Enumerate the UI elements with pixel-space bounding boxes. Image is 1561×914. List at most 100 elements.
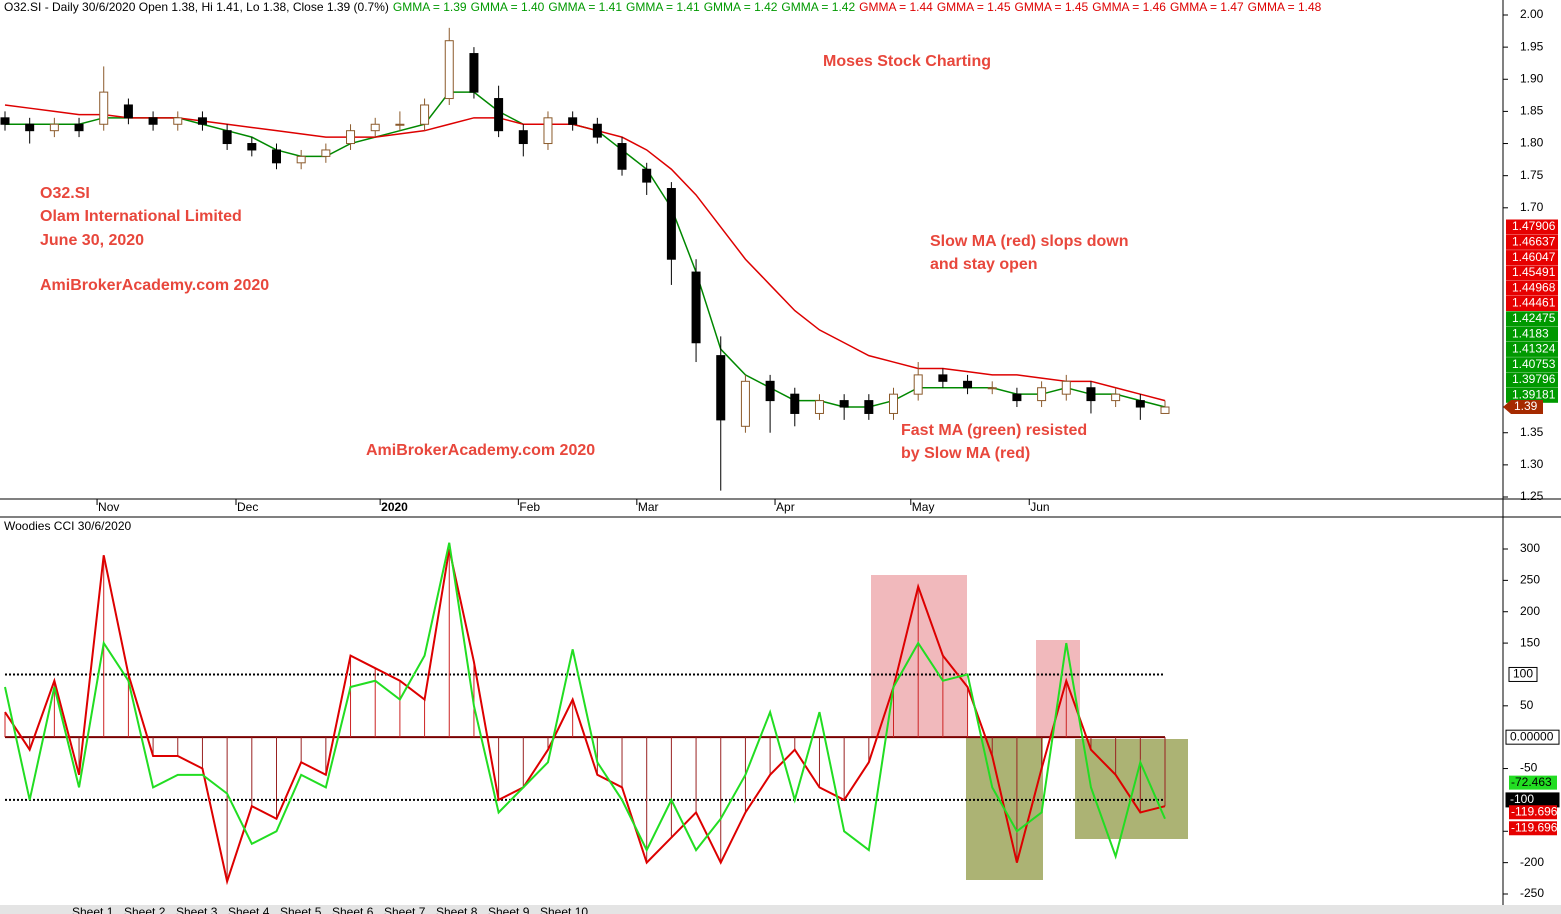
x-tick-label: Dec <box>237 500 258 514</box>
candle-body <box>642 168 652 183</box>
y-tick-label: 1.75 <box>1520 168 1544 182</box>
y-tick-label: 1.25 <box>1520 489 1544 503</box>
y-tick-label: 1.95 <box>1520 39 1544 53</box>
candle-body <box>913 374 923 395</box>
annotation: Fast MA (green) resisted <box>901 422 1087 439</box>
y-tick-label: -200 <box>1520 855 1544 869</box>
candle-body <box>568 117 578 125</box>
candle-body <box>123 104 133 119</box>
candle-body <box>1135 400 1145 408</box>
header-title: O32.SI - Daily 30/6/2020 Open 1.38, Hi 1… <box>4 0 389 14</box>
gmma-label: GMMA = 1.47 <box>1170 0 1244 14</box>
last-price: 1.39 <box>1514 399 1538 413</box>
annotation: O32.SI <box>40 185 90 202</box>
price-label: 1.47906 <box>1512 219 1556 233</box>
sheet-tab[interactable]: Sheet 7 <box>384 905 426 914</box>
annotation: by Slow MA (red) <box>901 445 1030 462</box>
sheet-tab[interactable]: Sheet 3 <box>176 905 218 914</box>
candle-body <box>222 130 232 145</box>
candle-body <box>790 393 800 414</box>
value-label: -72.463 <box>1511 775 1552 789</box>
header: O32.SI - Daily 30/6/2020 Open 1.38, Hi 1… <box>4 0 1322 14</box>
y-tick-label: 2.00 <box>1520 7 1544 21</box>
candle-body <box>346 130 356 145</box>
candle-body <box>617 143 627 170</box>
x-tick-label: Mar <box>638 500 659 514</box>
candle-body <box>197 117 207 125</box>
gmma-label: GMMA = 1.41 <box>548 0 622 14</box>
candle-body <box>1061 380 1071 395</box>
price-label: 1.40753 <box>1512 357 1556 371</box>
sheet-tab[interactable]: Sheet 5 <box>280 905 322 914</box>
cci-title: Woodies CCI 30/6/2020 <box>4 519 132 533</box>
x-tick-label: Apr <box>776 500 795 514</box>
y-tick-label: 1.70 <box>1520 200 1544 214</box>
price-label-box <box>1506 387 1558 403</box>
candle-body <box>864 400 874 414</box>
sheet-tab[interactable]: Sheet 1 <box>72 905 114 914</box>
candle-body <box>666 188 676 260</box>
annotation: AmiBrokerAcademy.com 2020 <box>366 442 595 459</box>
sheet-tab[interactable]: Sheet 4 <box>228 905 270 914</box>
price-label-box <box>1506 311 1558 327</box>
level-label-box <box>1508 666 1538 682</box>
price-label: 1.46637 <box>1512 234 1556 248</box>
candle-body <box>469 53 479 93</box>
y-tick-label: 200 <box>1520 604 1540 618</box>
gmma-label: GMMA = 1.39 <box>393 0 467 14</box>
price-label-box <box>1506 357 1558 373</box>
value-label: -119.696 <box>1511 820 1558 834</box>
y-tick-label: -250 <box>1520 886 1544 900</box>
ma-line <box>4 548 1166 886</box>
value-label-box <box>1509 775 1557 790</box>
candle-body <box>1086 387 1096 402</box>
candle-body <box>814 400 824 414</box>
candle-body <box>1111 393 1121 402</box>
candle-body <box>49 123 59 132</box>
sheet-tab[interactable]: Sheet 9 <box>488 905 530 914</box>
gmma-label: GMMA = 1.42 <box>704 0 778 14</box>
annotation: and stay open <box>930 256 1038 273</box>
price-label: 1.39796 <box>1512 372 1556 386</box>
price-label: 1.4183 <box>1512 326 1549 340</box>
x-tick-label: Jun <box>1030 500 1049 514</box>
level-label: -100 <box>1510 792 1534 806</box>
candle-body <box>25 123 35 132</box>
sheet-tab[interactable]: Sheet 10 <box>540 905 588 914</box>
gmma-label: GMMA = 1.45 <box>937 0 1011 14</box>
sheet-tab[interactable]: Sheet 2 <box>124 905 166 914</box>
price-label-box <box>1506 296 1558 311</box>
candle-body <box>765 380 775 402</box>
candle-body <box>444 40 454 100</box>
gmma-label: GMMA = 1.46 <box>1092 0 1166 14</box>
candle-body <box>963 380 973 389</box>
price-label-box <box>1506 219 1558 235</box>
candle-body <box>889 393 899 414</box>
price-label-box <box>1506 372 1558 388</box>
candle-body <box>1037 387 1047 402</box>
level-label: 100 <box>1513 667 1533 681</box>
highlight-box <box>1075 739 1188 839</box>
gmma-label: GMMA = 1.40 <box>471 0 545 14</box>
value-label: -119.696 <box>1511 804 1558 818</box>
value-label-box <box>1509 821 1557 836</box>
price-label: 1.41324 <box>1512 342 1556 356</box>
candle-body <box>271 149 281 164</box>
y-tick-label: 1.30 <box>1520 457 1544 471</box>
sheet-tab[interactable]: Sheet 8 <box>436 905 478 914</box>
annotation: June 30, 2020 <box>40 232 144 249</box>
candle-body <box>543 117 553 145</box>
candle-body <box>716 355 726 421</box>
candle-body <box>938 374 948 382</box>
price-label-box <box>1506 326 1558 342</box>
candle-body <box>1160 406 1170 414</box>
candle-body <box>420 104 430 125</box>
y-tick-label: 50 <box>1520 698 1534 712</box>
sheet-tab[interactable]: Sheet 6 <box>332 905 374 914</box>
candle-body <box>691 271 701 344</box>
price-label: 1.42475 <box>1512 311 1556 325</box>
candle-body <box>494 98 504 132</box>
annotation: Moses Stock Charting <box>823 53 991 70</box>
y-tick-label: 1.80 <box>1520 136 1544 150</box>
